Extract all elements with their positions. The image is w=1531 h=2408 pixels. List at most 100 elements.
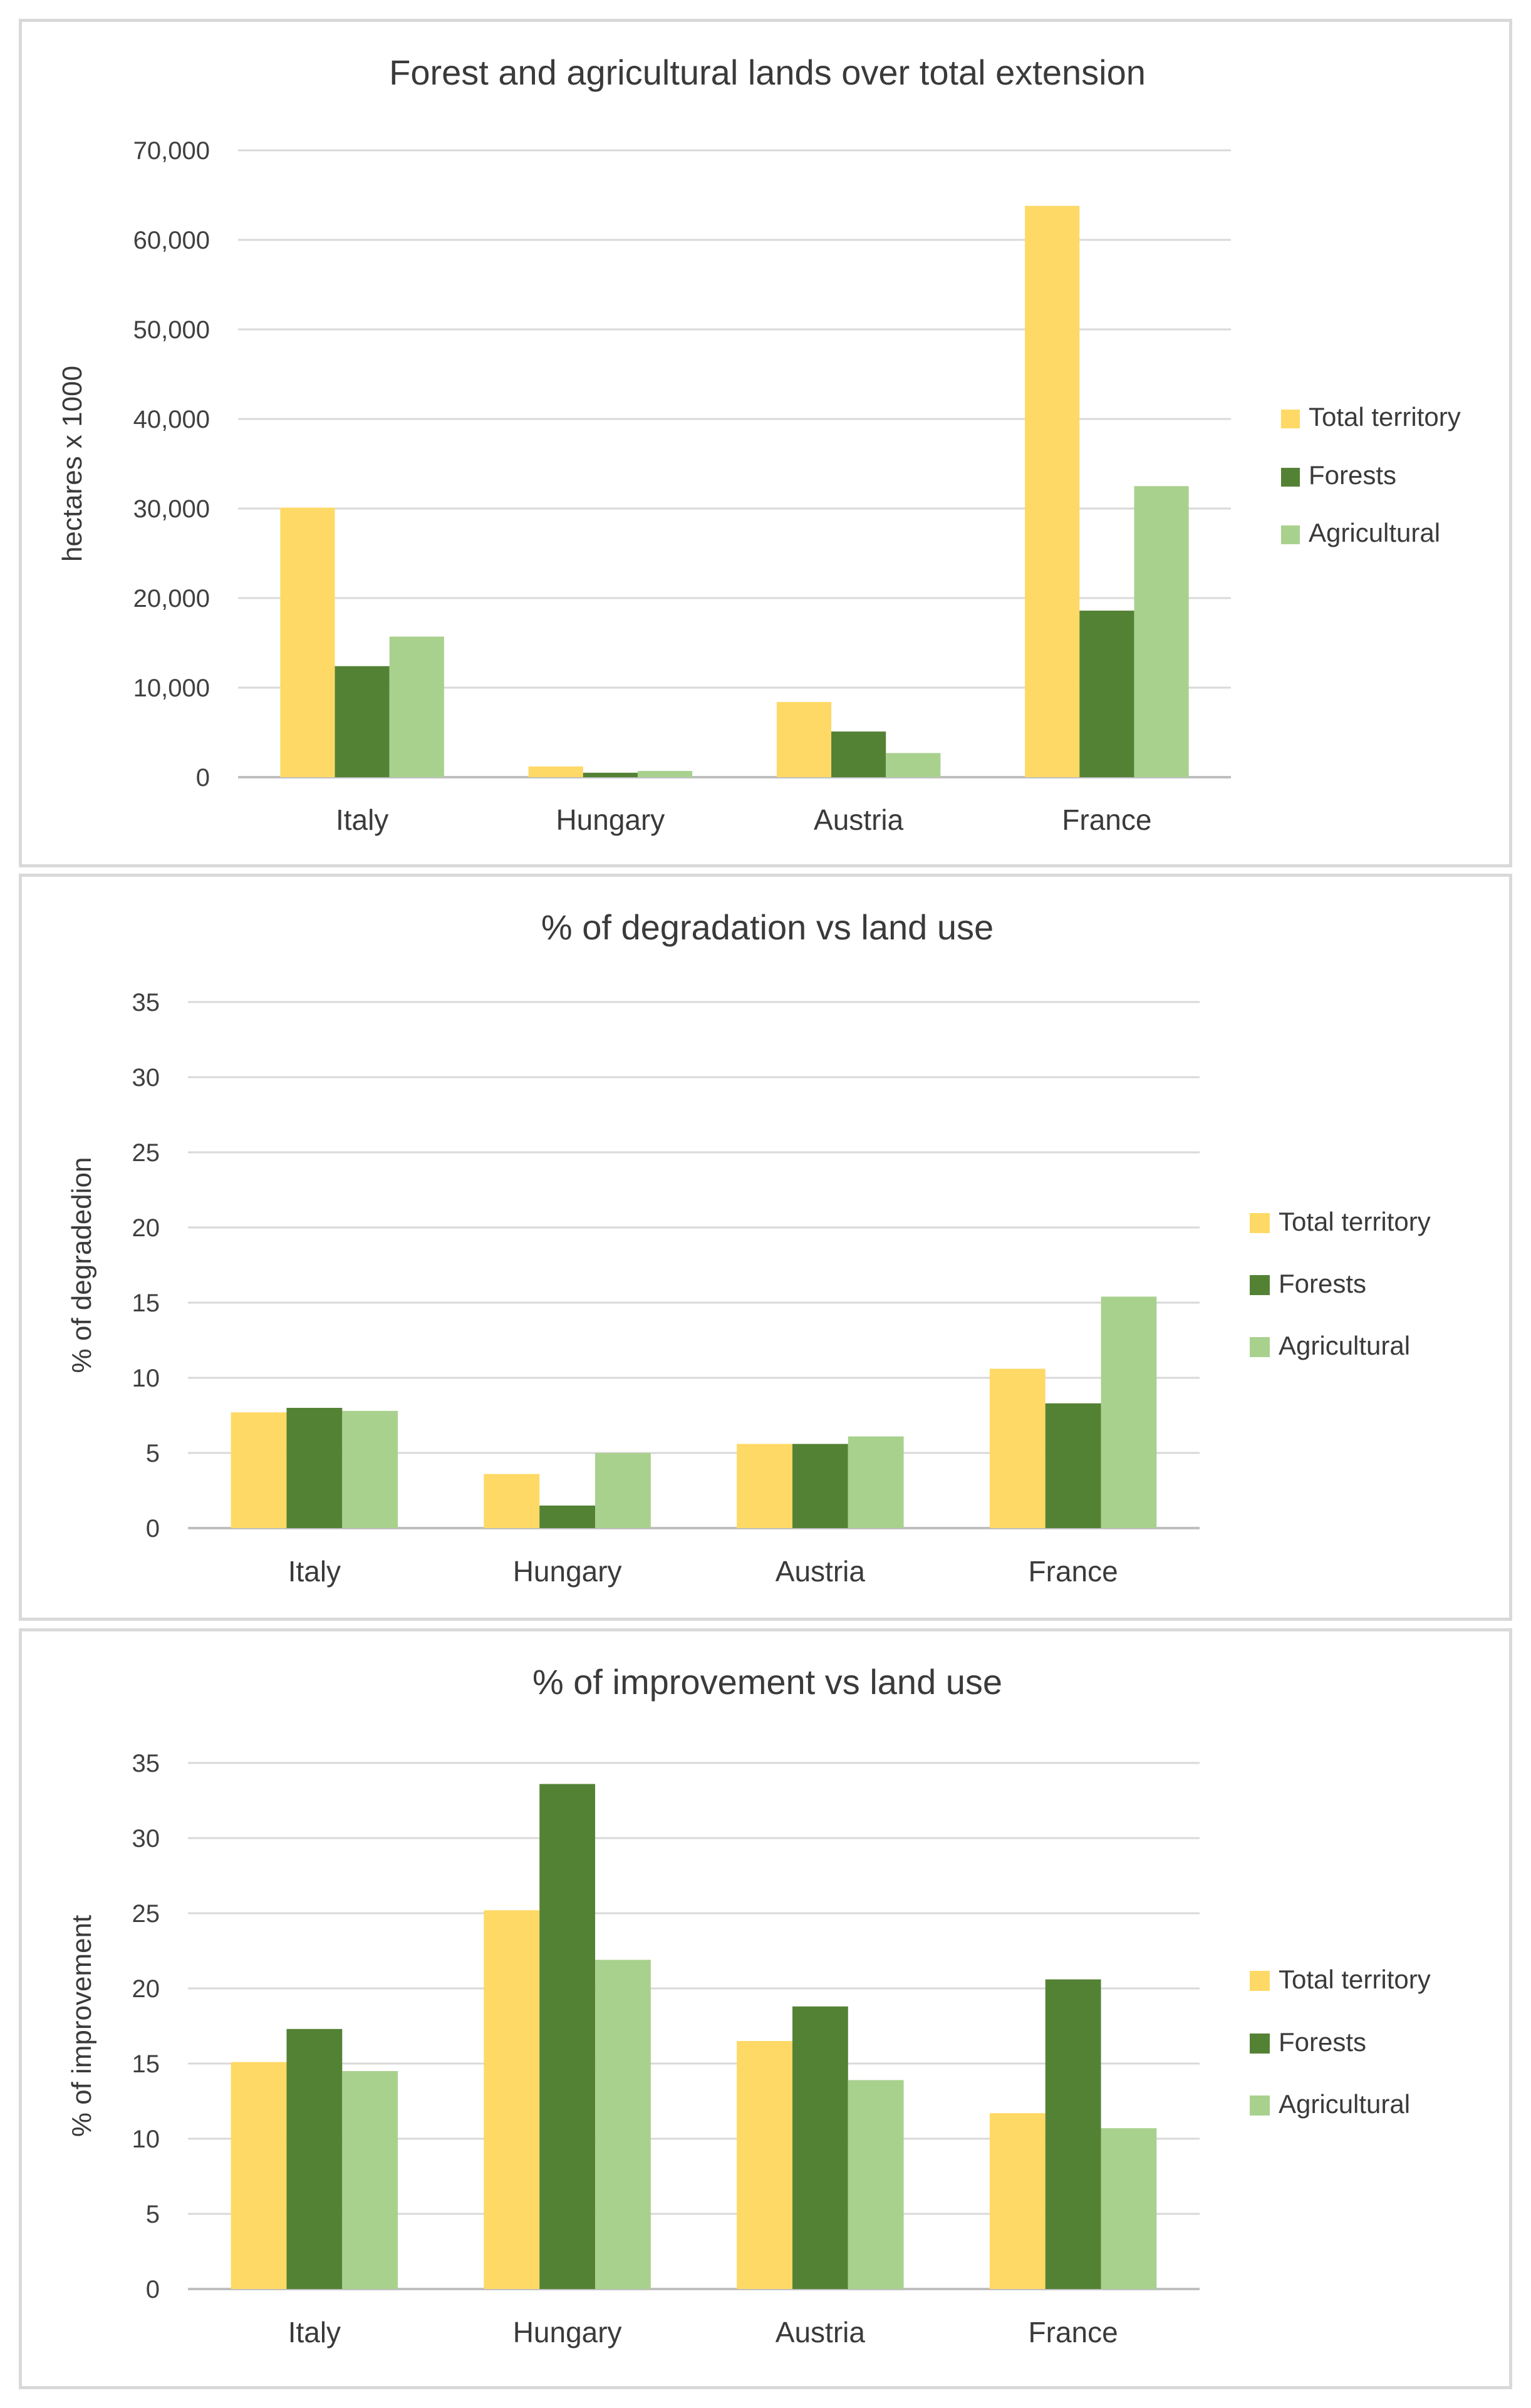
bar-total-territory-austria <box>737 1444 792 1528</box>
y-tick-label: 25 <box>132 1139 160 1167</box>
y-tick-label: 20 <box>132 1975 160 2003</box>
bar-forests-france <box>1045 1403 1101 1528</box>
legend-swatch-agricultural <box>1250 2095 1270 2116</box>
legend-swatch-agricultural <box>1250 1337 1270 1357</box>
x-tick-label: Italy <box>288 1555 341 1588</box>
bar-total-territory-hungary <box>484 1474 540 1528</box>
bar-total-territory-italy <box>231 2062 287 2289</box>
bar-agricultural-italy <box>389 636 444 777</box>
x-tick-label: Austria <box>814 804 904 836</box>
legend-swatch-agricultural <box>1281 525 1300 544</box>
bar-agricultural-hungary <box>595 1453 651 1528</box>
chart-panel-improvement: % of improvement vs land use 0 5 10 15 20 25 30… <box>19 1628 1512 2389</box>
chart-title: % of degradation vs land use <box>541 907 994 947</box>
bar-agricultural-france <box>1101 2128 1157 2289</box>
bar-total-territory-hungary <box>528 766 583 777</box>
legend-swatch-total-territory <box>1250 1213 1270 1233</box>
y-tick-label: 50,000 <box>133 316 210 344</box>
x-tick-label: Hungary <box>556 804 665 836</box>
y-tick-label: 5 <box>146 2201 160 2228</box>
bar-forests-austria <box>831 731 886 777</box>
bar-agricultural-austria <box>848 2080 904 2289</box>
y-tick-label: 25 <box>132 1900 160 1928</box>
chart-panel-degradation: % of degradation vs land use 0 5 10 15 20 25 30… <box>19 874 1512 1621</box>
y-tick-label: 10,000 <box>133 674 210 702</box>
x-tick-label: Austria <box>776 2316 866 2349</box>
chart-land-extension: Forest and agricultural lands over total… <box>57 53 1461 836</box>
legend-label-agricultural: Agricultural <box>1309 518 1440 547</box>
legend-label-total-territory: Total territory <box>1279 1207 1431 1236</box>
bar-agricultural-austria <box>848 1436 904 1528</box>
legend-label-agricultural: Agricultural <box>1279 2089 1410 2119</box>
y-axis-label: hectares x 1000 <box>57 366 88 562</box>
x-tick-label: France <box>1029 1555 1118 1588</box>
bar-forests-austria <box>792 1444 848 1528</box>
y-axis-label: % of improvement <box>66 1915 97 2137</box>
bar-total-territory-italy <box>280 507 335 777</box>
bar-total-territory-austria <box>776 701 832 777</box>
x-tick-label: Austria <box>776 1555 866 1588</box>
y-axis-label: % of degradedion <box>66 1157 97 1373</box>
y-tick-label: 20 <box>132 1214 160 1242</box>
legend-label-total-territory: Total territory <box>1279 1965 1431 1994</box>
bar-forests-france <box>1079 611 1134 777</box>
bar-forests-hungary <box>539 1506 596 1528</box>
bar-forests-hungary <box>583 772 638 777</box>
bar-agricultural-austria <box>886 753 941 777</box>
legend-swatch-total-territory <box>1250 1971 1270 1991</box>
legend-label-agricultural: Agricultural <box>1279 1331 1410 1360</box>
bar-forests-france <box>1045 1979 1101 2289</box>
y-tick-label: 30 <box>132 1825 160 1853</box>
bar-agricultural-italy <box>342 1410 398 1528</box>
legend-swatch-forests <box>1250 2033 1270 2054</box>
bar-total-territory-italy <box>231 1412 287 1528</box>
y-tick-label: 70,000 <box>133 137 210 165</box>
bar-total-territory-france <box>989 1368 1046 1528</box>
legend-swatch-forests <box>1250 1275 1270 1295</box>
legend-label-forests: Forests <box>1279 1269 1366 1298</box>
bar-agricultural-france <box>1134 486 1189 777</box>
bar-agricultural-hungary <box>637 770 693 777</box>
x-tick-label: Italy <box>336 804 388 836</box>
legend-label-total-territory: Total territory <box>1309 402 1461 431</box>
y-tick-label: 30 <box>132 1064 160 1092</box>
chart-title: % of improvement vs land use <box>532 1662 1002 1702</box>
chart-degradation: % of degradation vs land use 0 5 10 15 20 25 30… <box>66 907 1431 1588</box>
x-tick-label: Hungary <box>513 1555 622 1588</box>
y-tick-label: 10 <box>132 1365 160 1392</box>
chart-improvement: % of improvement vs land use 0 5 10 15 20 25 30… <box>66 1662 1431 2349</box>
bar-agricultural-hungary <box>595 1960 651 2289</box>
y-tick-label: 15 <box>132 1289 160 1317</box>
bar-total-territory-austria <box>737 2041 792 2289</box>
bar-forests-italy <box>286 1408 343 1528</box>
y-tick-label: 0 <box>146 2276 160 2303</box>
bar-forests-italy <box>335 666 390 777</box>
legend-label-forests: Forests <box>1279 2027 1366 2057</box>
x-tick-label: France <box>1062 804 1151 836</box>
bar-total-territory-hungary <box>484 1910 540 2289</box>
y-tick-label: 30,000 <box>133 495 210 523</box>
y-tick-label: 10 <box>132 2126 160 2153</box>
y-tick-label: 5 <box>146 1440 160 1467</box>
bar-total-territory-france <box>1025 205 1080 777</box>
chart-panel-land-extension: Forest and agricultural lands over total… <box>19 19 1512 867</box>
chart-title: Forest and agricultural lands over total… <box>389 53 1146 92</box>
bar-total-territory-france <box>989 2113 1046 2289</box>
y-tick-label: 15 <box>132 2050 160 2078</box>
bar-agricultural-france <box>1101 1296 1157 1528</box>
y-tick-label: 40,000 <box>133 406 210 433</box>
bar-forests-italy <box>286 2028 343 2289</box>
bar-agricultural-italy <box>342 2071 398 2289</box>
x-tick-label: Hungary <box>513 2316 622 2349</box>
y-tick-label: 20,000 <box>133 585 210 612</box>
y-tick-label: 0 <box>196 764 210 792</box>
y-tick-label: 35 <box>132 989 160 1016</box>
bar-forests-hungary <box>539 1784 596 2289</box>
y-tick-label: 35 <box>132 1750 160 1777</box>
legend-label-forests: Forests <box>1309 460 1396 490</box>
legend-swatch-forests <box>1281 468 1300 487</box>
y-tick-label: 60,000 <box>133 227 210 254</box>
x-tick-label: Italy <box>288 2316 341 2349</box>
x-tick-label: France <box>1029 2316 1118 2349</box>
legend-swatch-total-territory <box>1281 410 1300 428</box>
